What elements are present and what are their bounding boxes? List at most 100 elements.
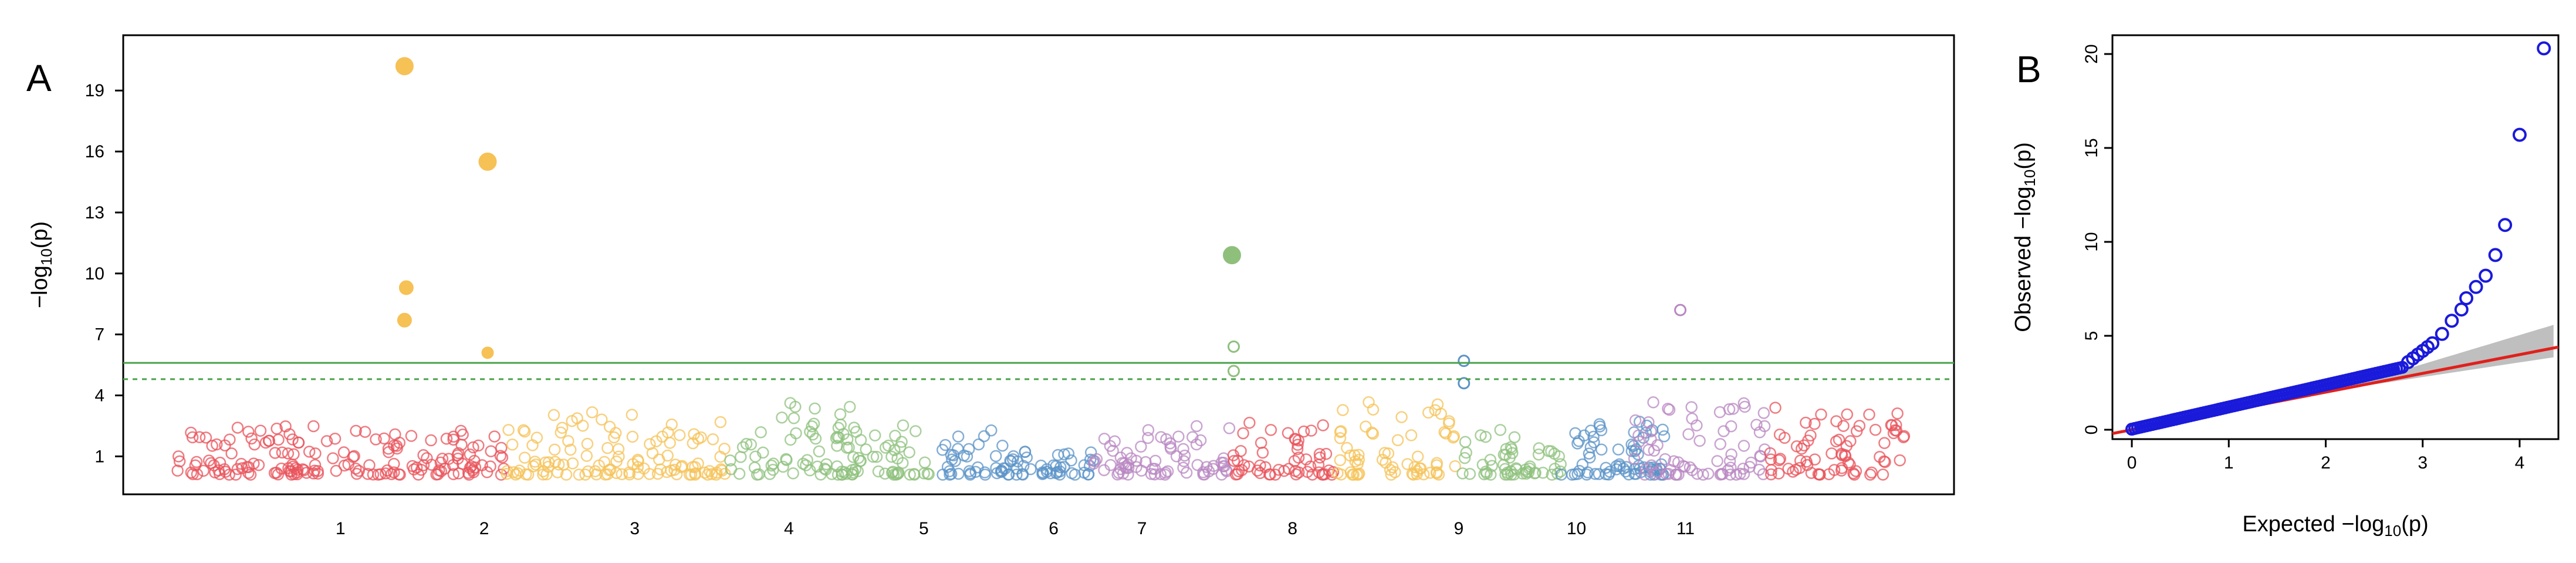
snp-point bbox=[185, 466, 198, 479]
snp-point bbox=[382, 443, 395, 455]
panel-b-label: B bbox=[2016, 48, 2041, 90]
snp-point bbox=[813, 445, 826, 458]
snp-point bbox=[1165, 443, 1177, 455]
snp-point bbox=[1773, 429, 1786, 441]
snp-point bbox=[193, 431, 206, 443]
snp-point bbox=[698, 466, 711, 479]
snp-point bbox=[1546, 468, 1559, 481]
snp-point bbox=[388, 466, 400, 478]
snp-point bbox=[908, 468, 921, 481]
snp-point bbox=[1282, 427, 1294, 439]
snp-point bbox=[870, 450, 883, 463]
snp-point bbox=[231, 422, 244, 434]
snp-point bbox=[1263, 468, 1276, 481]
snp-point bbox=[1314, 451, 1326, 464]
snp-point bbox=[872, 465, 885, 478]
snp-point bbox=[488, 430, 501, 443]
snp-point bbox=[494, 450, 507, 462]
snp-point bbox=[1385, 468, 1398, 481]
snp-point bbox=[1069, 468, 1081, 481]
snp-point bbox=[1040, 463, 1053, 476]
qq-point bbox=[2459, 291, 2474, 305]
snp-point bbox=[1479, 430, 1492, 443]
snp-point bbox=[391, 442, 403, 455]
snp-point bbox=[1367, 403, 1380, 416]
snp-point bbox=[1753, 463, 1766, 476]
qq-point bbox=[2537, 41, 2551, 56]
snp-point bbox=[527, 460, 540, 473]
snp-point bbox=[329, 433, 342, 445]
snp-point bbox=[1758, 420, 1771, 433]
snp-point bbox=[903, 446, 915, 459]
snp-point bbox=[787, 412, 800, 424]
snp-point bbox=[895, 436, 908, 448]
snp-point bbox=[1327, 466, 1340, 478]
snp-point bbox=[1411, 450, 1424, 463]
significant-snp-point bbox=[1458, 355, 1470, 368]
snp-point bbox=[675, 461, 688, 473]
snp-point bbox=[271, 422, 283, 435]
snp-point bbox=[1378, 447, 1391, 459]
snp-point bbox=[1713, 406, 1726, 419]
snp-point bbox=[1047, 459, 1060, 471]
snp-point bbox=[224, 433, 236, 446]
snp-point bbox=[564, 443, 577, 456]
snp-point bbox=[1683, 461, 1696, 474]
snp-point bbox=[1645, 433, 1657, 446]
snp-point bbox=[1458, 451, 1471, 464]
snp-point bbox=[646, 447, 659, 460]
snp-point bbox=[1804, 429, 1817, 442]
snp-point bbox=[496, 451, 509, 464]
snp-point bbox=[173, 455, 186, 468]
x-tick-label-chr-3: 3 bbox=[630, 519, 640, 538]
qq-point bbox=[2435, 326, 2449, 341]
snp-point bbox=[843, 400, 856, 413]
snp-point bbox=[464, 448, 476, 461]
snp-point bbox=[755, 426, 767, 439]
snp-point bbox=[254, 424, 267, 437]
snp-point bbox=[586, 406, 599, 419]
snp-point bbox=[1020, 451, 1033, 464]
snp-point bbox=[1642, 416, 1655, 429]
snp-point bbox=[1823, 468, 1835, 481]
snp-point bbox=[1305, 424, 1317, 437]
qq-point bbox=[2425, 336, 2440, 350]
snp-point bbox=[1750, 419, 1763, 431]
snp-point bbox=[904, 468, 916, 481]
snp-point bbox=[749, 450, 762, 463]
snp-point bbox=[1837, 420, 1850, 432]
snp-point bbox=[1800, 416, 1812, 429]
snp-point bbox=[1344, 466, 1357, 478]
qq-point bbox=[2512, 127, 2527, 142]
snp-point bbox=[209, 466, 221, 478]
panel-b-x-axis-title: Expected −log10(p) bbox=[2242, 512, 2428, 540]
snp-point bbox=[1808, 417, 1821, 430]
snp-point bbox=[231, 463, 244, 476]
x-tick-label: 1 bbox=[2224, 453, 2234, 473]
snp-point bbox=[733, 467, 746, 480]
significant-snp-point bbox=[1458, 377, 1470, 390]
snp-point bbox=[922, 468, 935, 481]
snp-point bbox=[1887, 427, 1900, 439]
snp-point bbox=[292, 436, 305, 449]
snp-point bbox=[1353, 467, 1365, 480]
snp-point bbox=[1313, 466, 1326, 478]
snp-point bbox=[1227, 449, 1240, 461]
snp-point bbox=[689, 461, 701, 473]
snp-point bbox=[1304, 460, 1317, 473]
snp-point bbox=[1714, 438, 1726, 450]
snp-point bbox=[425, 434, 437, 447]
snp-point bbox=[1228, 454, 1240, 467]
snp-point bbox=[1237, 427, 1249, 440]
snp-point bbox=[1897, 431, 1910, 444]
snp-point bbox=[990, 461, 1002, 474]
snp-point bbox=[1537, 467, 1549, 479]
snp-point bbox=[1774, 453, 1787, 465]
snp-point bbox=[1869, 423, 1882, 436]
snp-point bbox=[962, 443, 975, 456]
snp-point bbox=[1005, 455, 1017, 468]
snp-point bbox=[484, 460, 496, 473]
snp-point bbox=[1569, 427, 1581, 440]
snp-point bbox=[1672, 468, 1685, 481]
